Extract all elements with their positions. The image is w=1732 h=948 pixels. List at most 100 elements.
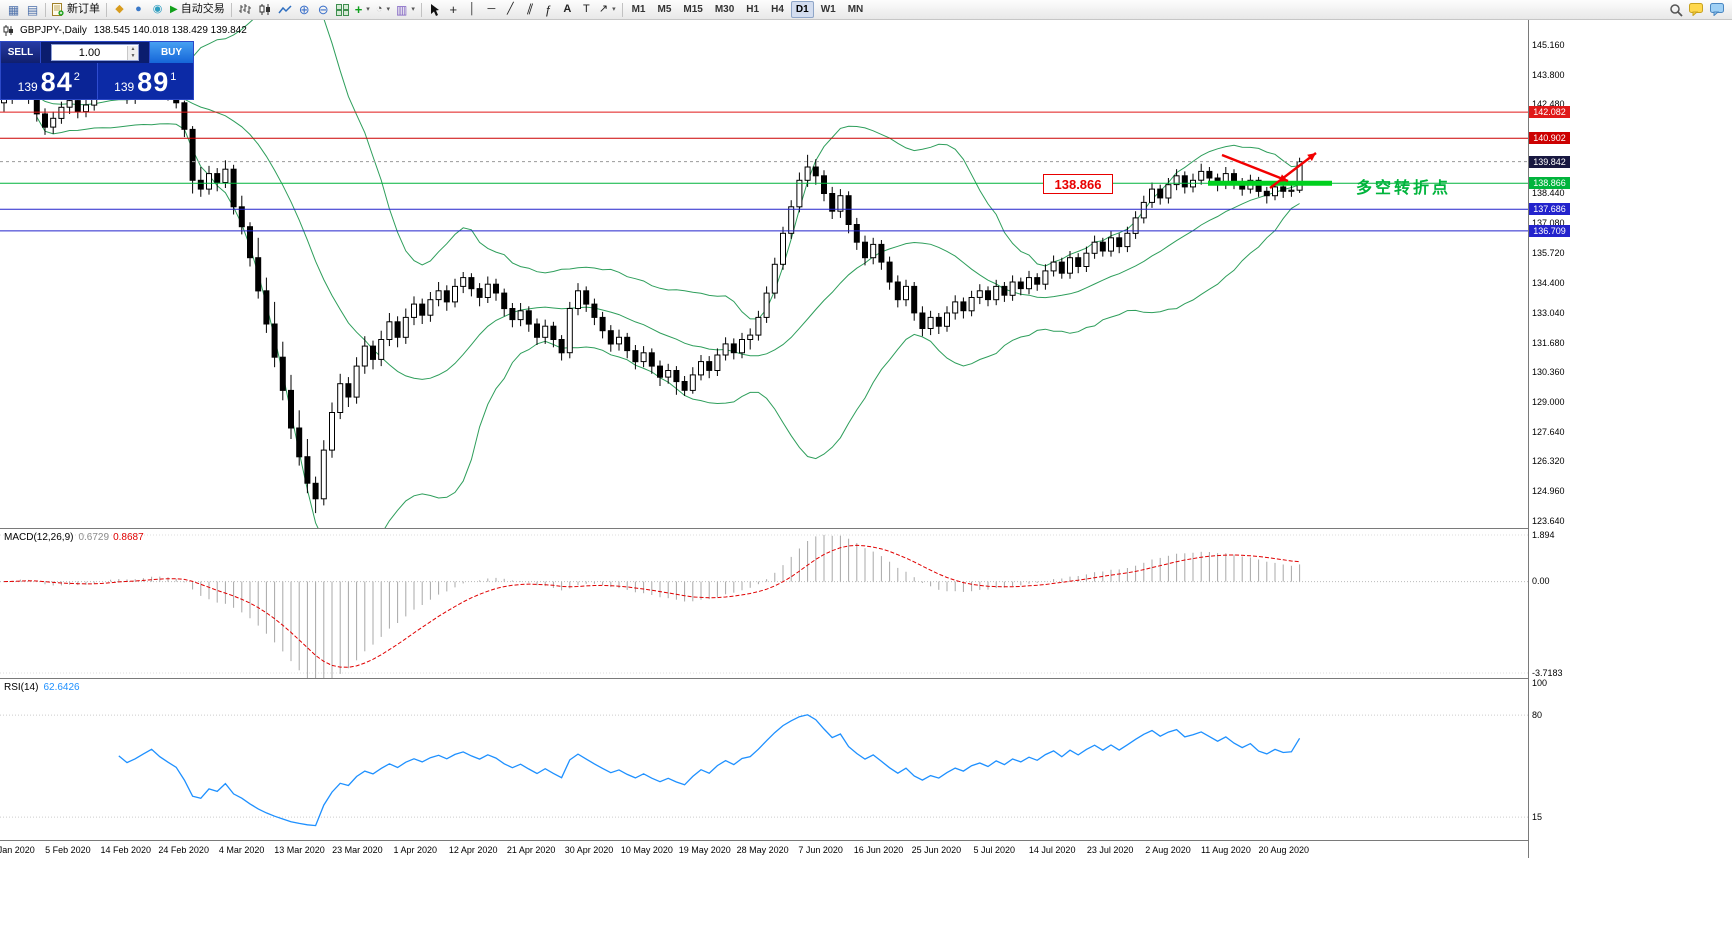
text-icon: A bbox=[563, 3, 572, 15]
chart-info-line: GBPJPY-,Daily 138.545 140.018 138.429 13… bbox=[3, 25, 247, 36]
rsi-value: 62.6426 bbox=[43, 682, 80, 693]
data-window-icon: ● bbox=[135, 3, 142, 15]
price-axis-label: 127.640 bbox=[1532, 427, 1565, 437]
volume-input[interactable]: 1.00 ▲ ▼ bbox=[51, 44, 139, 61]
vertical-line-button[interactable]: │ bbox=[463, 1, 482, 18]
arrows-tool-button[interactable]: ↗ ▾ bbox=[596, 1, 619, 18]
price-axis-label: 130.360 bbox=[1532, 366, 1565, 377]
price-axis-label: 129.000 bbox=[1532, 396, 1565, 407]
periods-button[interactable]: ◔ ▾ bbox=[373, 1, 393, 18]
autotrading-icon: ▶ bbox=[170, 3, 178, 15]
timeframe-m30-button[interactable]: M30 bbox=[710, 1, 739, 18]
date-axis-label: 14 Jul 2020 bbox=[1028, 845, 1076, 855]
zoom-in-icon: ⊕ bbox=[298, 2, 310, 17]
timeframe-h4-button[interactable]: H4 bbox=[766, 1, 789, 18]
date-axis-label: 20 Aug 2020 bbox=[1258, 845, 1310, 855]
date-axis-label: 12 Apr 2020 bbox=[448, 845, 498, 855]
timeframe-w1-button[interactable]: W1 bbox=[816, 1, 841, 18]
rsi-axis-label: 100 bbox=[1532, 678, 1548, 689]
date-axis-label: 24 Jan 2020 bbox=[0, 845, 35, 855]
timeframe-mn-button[interactable]: MN bbox=[843, 1, 869, 18]
date-axis-label: 14 Feb 2020 bbox=[100, 845, 152, 855]
price-chart[interactable] bbox=[0, 20, 1528, 528]
zoom-in-button[interactable]: ⊕ bbox=[295, 1, 314, 18]
text-button[interactable]: A bbox=[558, 1, 577, 18]
fibonacci-icon: ƒ bbox=[545, 2, 552, 17]
tile-windows-button[interactable] bbox=[333, 1, 352, 18]
text-label-icon: T bbox=[582, 3, 590, 15]
vertical-line-icon: │ bbox=[468, 3, 476, 15]
date-axis[interactable]: 24 Jan 2020 5 Feb 2020 14 Feb 2020 24 Feb 2… bbox=[0, 840, 1528, 858]
empty-area bbox=[0, 858, 1732, 948]
macd-signal-value: 0.8687 bbox=[113, 532, 144, 543]
profiles-button[interactable]: ▤ bbox=[23, 1, 42, 18]
tile-windows-icon bbox=[335, 3, 349, 16]
timeframe-m15-button[interactable]: M15 bbox=[678, 1, 707, 18]
one-click-trading-panel: SELL 1.00 ▲ ▼ BUY 139 84 2 bbox=[0, 41, 194, 100]
trendline-button[interactable]: ╱ bbox=[501, 1, 520, 18]
data-window-button[interactable]: ● bbox=[129, 1, 148, 18]
text-label-button[interactable]: T bbox=[577, 1, 596, 18]
volume-increase-button[interactable]: ▲ bbox=[128, 45, 138, 53]
navigator-button[interactable]: ◉ bbox=[148, 1, 167, 18]
horizontal-line-icon: ─ bbox=[487, 3, 496, 15]
bar-chart-mode-button[interactable] bbox=[235, 1, 255, 18]
timeframe-d1-button[interactable]: D1 bbox=[790, 1, 814, 18]
main-toolbar: ▦ ▤ 新订单 ◆ ● ◉ ▶ 自动交易 ⊕ ⊖ + ▾ ◔ ▾ ▥ ▾ + │ ─ ╱ ∥ ƒ A T ↗ ▾ M1 M5 M15 M3… bbox=[0, 0, 1732, 20]
line-chart-mode-icon bbox=[278, 4, 292, 16]
timeframe-m1-button[interactable]: M1 bbox=[627, 1, 651, 18]
rsi-indicator-label: RSI(14) 62.6426 bbox=[4, 682, 80, 693]
chart-symbol-icon bbox=[3, 25, 13, 36]
price-axis-label: 137.080 bbox=[1532, 218, 1565, 229]
price-tag-139.842: 139.842 bbox=[1529, 155, 1570, 168]
date-axis-label: 23 Jul 2020 bbox=[1086, 845, 1134, 855]
market-watch-icon: ◆ bbox=[115, 3, 124, 15]
help-button[interactable] bbox=[1707, 1, 1728, 18]
price-axis-label: 131.680 bbox=[1532, 337, 1565, 348]
buy-price-display[interactable]: 139 89 1 bbox=[97, 63, 193, 99]
timeframe-h1-button[interactable]: H1 bbox=[741, 1, 764, 18]
autotrading-label: 自动交易 bbox=[180, 3, 225, 15]
macd-label-text: MACD(12,26,9) bbox=[4, 532, 74, 543]
new-chart-button[interactable]: ▦ bbox=[4, 1, 23, 18]
zoom-out-button[interactable]: ⊖ bbox=[314, 1, 333, 18]
indicators-button[interactable]: + ▾ bbox=[352, 1, 373, 18]
new-chart-icon: ▦ bbox=[7, 2, 20, 17]
cursor-button[interactable] bbox=[425, 1, 444, 18]
buy-price-big: 89 bbox=[137, 67, 170, 97]
date-axis-label: 30 Apr 2020 bbox=[564, 845, 614, 855]
date-axis-label: 1 Apr 2020 bbox=[393, 845, 438, 855]
horizontal-line-button[interactable]: ─ bbox=[482, 1, 501, 18]
equidistant-channel-button[interactable]: ∥ bbox=[520, 1, 539, 18]
price-level-flag[interactable]: 138.866 bbox=[1043, 174, 1113, 194]
macd-indicator-chart[interactable] bbox=[0, 528, 1528, 678]
sell-price-display[interactable]: 139 84 2 bbox=[1, 63, 98, 99]
market-watch-button[interactable]: ◆ bbox=[110, 1, 129, 18]
buy-button[interactable]: BUY bbox=[149, 42, 193, 63]
volume-decrease-button[interactable]: ▼ bbox=[128, 52, 138, 60]
price-axis-label: 124.960 bbox=[1532, 486, 1565, 497]
crosshair-button[interactable]: + bbox=[444, 1, 463, 18]
mql5-community-button[interactable] bbox=[1686, 1, 1707, 18]
trend-arrow-annotation bbox=[1269, 152, 1317, 189]
chart-ohlc-values: 138.545 140.018 138.429 139.842 bbox=[93, 25, 247, 36]
rsi-label-text: RSI(14) bbox=[4, 682, 39, 693]
toolbar-separator bbox=[230, 2, 232, 17]
sell-button[interactable]: SELL bbox=[1, 42, 41, 63]
autotrading-button[interactable]: ▶ 自动交易 bbox=[167, 1, 228, 18]
templates-button[interactable]: ▥ ▾ bbox=[393, 1, 418, 18]
line-chart-mode-button[interactable] bbox=[275, 1, 295, 18]
turning-point-annotation[interactable]: 多空转折点 bbox=[1356, 180, 1452, 197]
price-axis-label: 133.040 bbox=[1532, 307, 1565, 318]
candlestick-mode-icon bbox=[258, 3, 272, 16]
price-axis[interactable]: 145.160 143.800 142.480 138.440 137.080 135.7… bbox=[1528, 20, 1570, 858]
macd-axis-label: -3.7183 bbox=[1532, 667, 1563, 678]
fibonacci-button[interactable]: ƒ bbox=[539, 1, 558, 18]
rsi-axis-label: 15 bbox=[1532, 811, 1543, 822]
rsi-indicator-chart[interactable] bbox=[0, 678, 1528, 840]
search-button[interactable] bbox=[1666, 1, 1686, 18]
indicators-caret-icon: ▾ bbox=[366, 6, 370, 13]
new-order-button[interactable]: 新订单 bbox=[49, 1, 103, 18]
timeframe-m5-button[interactable]: M5 bbox=[652, 1, 676, 18]
candlestick-mode-button[interactable] bbox=[255, 1, 275, 18]
